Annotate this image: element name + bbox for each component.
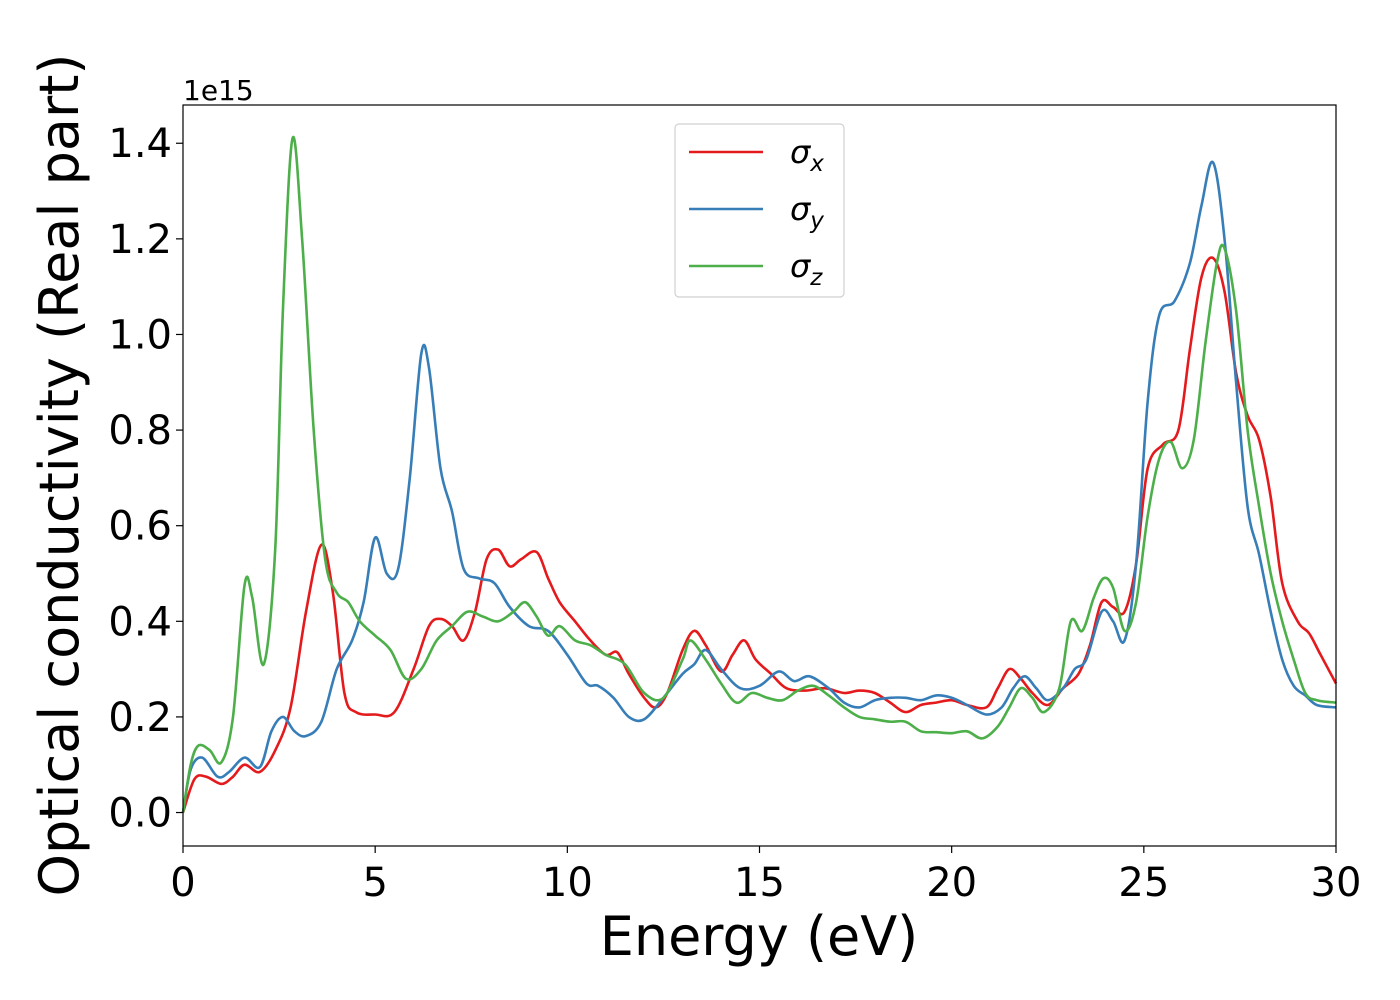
series-line-z: [181, 135, 1337, 813]
x-tick-label: 15: [734, 860, 785, 906]
y-tick-label: 0.2: [108, 695, 172, 741]
y-axis-title: Optical conductivity (Real part): [28, 54, 91, 897]
y-tick-label: 1.2: [108, 217, 172, 263]
x-axis: 0 5 10 15 20 25 30: [170, 846, 1361, 906]
x-tick-label: 30: [1311, 860, 1362, 906]
y-offset-label: 1e15: [183, 74, 254, 107]
series-line-y: [181, 160, 1337, 813]
y-tick-label: 0.0: [108, 791, 172, 837]
x-tick-label: 0: [170, 860, 195, 906]
x-tick-label: 20: [926, 860, 977, 906]
series-layer: [181, 135, 1338, 813]
x-tick-label: 25: [1118, 860, 1169, 906]
legend-box: [674, 123, 845, 298]
y-tick-label: 0.8: [108, 408, 172, 454]
y-tick-label: 1.0: [108, 312, 172, 358]
x-tick-label: 10: [542, 860, 593, 906]
x-axis-title: Energy (eV): [600, 905, 919, 968]
y-tick-label: 0.4: [108, 599, 172, 645]
y-tick-label: 0.6: [108, 504, 172, 550]
y-axis: 0.0 0.2 0.4 0.6 0.8 1.0 1.2 1.4: [108, 121, 183, 837]
y-tick-label: 1.4: [108, 121, 172, 167]
legend-label-y: σy: [790, 190, 824, 234]
x-tick-label: 5: [362, 860, 387, 906]
